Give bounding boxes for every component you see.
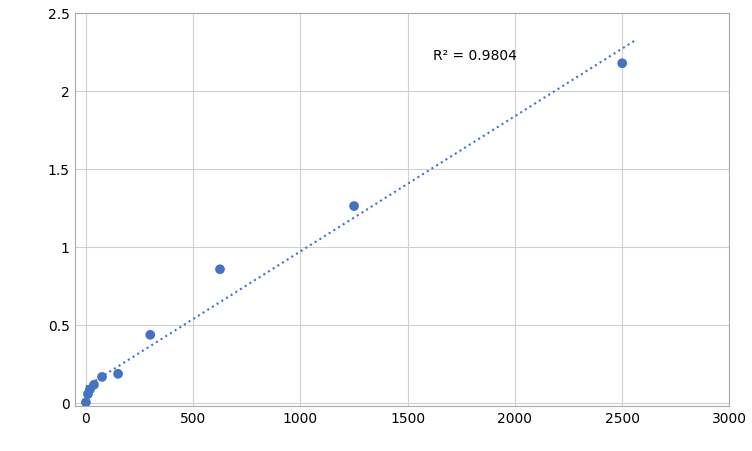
Text: R² = 0.9804: R² = 0.9804 (433, 49, 517, 63)
Point (82, 391, 94, 398)
Point (96, 373, 108, 381)
Point (214, 266, 226, 273)
Point (616, 60, 628, 68)
Point (348, 203, 360, 210)
Point (144, 331, 156, 339)
Point (84, 386, 96, 393)
Point (88, 381, 100, 388)
Point (80, 399, 92, 406)
Point (112, 370, 124, 377)
